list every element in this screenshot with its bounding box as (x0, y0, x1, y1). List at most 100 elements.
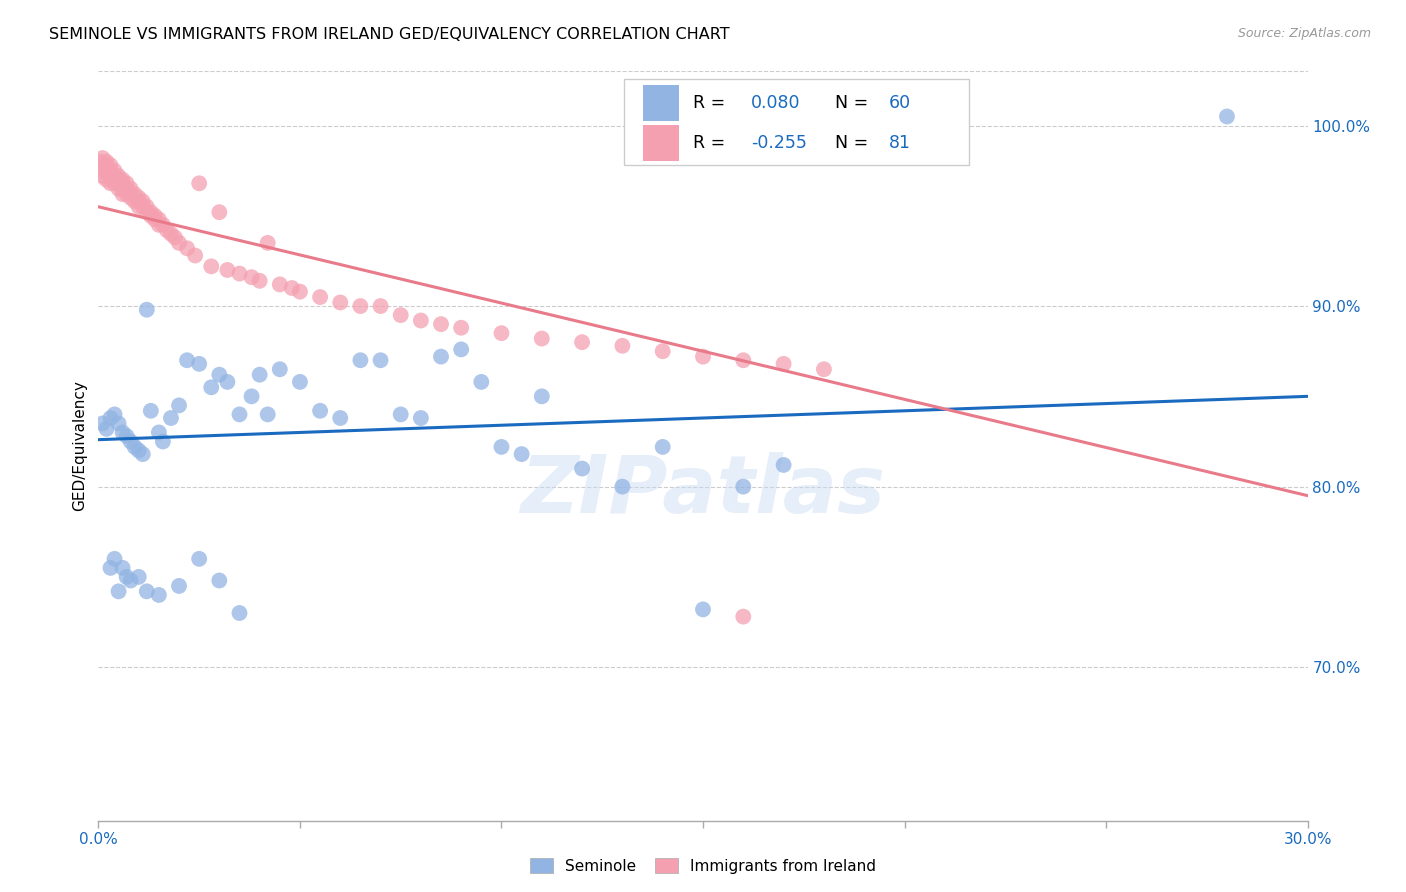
Point (135, 200, 157, 214)
Point (128, 443, 150, 458)
Point (329, 411, 352, 425)
Text: SEMINOLE VS IMMIGRANTS FROM IRELAND GED/EQUIVALENCY CORRELATION CHART: SEMINOLE VS IMMIGRANTS FROM IRELAND GED/… (49, 27, 730, 42)
Point (470, 375, 492, 389)
Point (103, 163, 125, 178)
Point (208, 368, 231, 382)
Point (228, 267, 250, 281)
Point (349, 299, 371, 313)
Point (120, 434, 142, 449)
Point (329, 295, 352, 310)
Point (176, 241, 198, 255)
Point (111, 425, 134, 440)
Text: R =: R = (693, 135, 731, 153)
Point (430, 317, 453, 331)
Point (103, 408, 125, 422)
Point (188, 552, 211, 566)
Point (100, 176, 122, 190)
Legend: Seminole, Immigrants from Ireland: Seminole, Immigrants from Ireland (524, 852, 882, 880)
Point (309, 290, 332, 304)
Point (96, 422, 118, 436)
Point (409, 411, 432, 425)
Point (115, 429, 138, 443)
Text: 0.080: 0.080 (751, 94, 801, 112)
Point (96, 163, 118, 178)
Point (96, 154, 118, 169)
Point (152, 434, 174, 449)
Point (188, 176, 211, 190)
Text: R =: R = (693, 94, 731, 112)
Point (103, 552, 125, 566)
Point (120, 187, 142, 202)
Point (813, 362, 835, 376)
Point (139, 404, 162, 418)
Point (269, 362, 291, 376)
FancyBboxPatch shape (643, 85, 679, 121)
Point (139, 205, 162, 219)
Point (107, 182, 129, 196)
Point (692, 350, 714, 364)
Point (160, 411, 183, 425)
Point (152, 218, 174, 232)
Point (124, 194, 146, 209)
Point (103, 176, 125, 190)
Point (530, 332, 553, 346)
Point (571, 461, 593, 475)
Point (91, 151, 114, 165)
Point (115, 182, 138, 196)
Point (132, 200, 155, 214)
Point (217, 263, 239, 277)
Point (389, 308, 412, 322)
Point (120, 574, 142, 588)
Point (143, 212, 166, 227)
Point (120, 182, 142, 196)
Point (167, 398, 190, 412)
Y-axis label: GED/Equivalency: GED/Equivalency (72, 381, 87, 511)
Point (200, 260, 222, 274)
Point (281, 281, 304, 295)
Point (132, 194, 155, 209)
Point (430, 350, 453, 364)
Point (249, 368, 271, 382)
Text: 81: 81 (889, 135, 911, 153)
Point (510, 447, 533, 461)
Point (128, 191, 150, 205)
Point (120, 191, 142, 205)
Point (148, 588, 170, 602)
Point (409, 313, 432, 327)
Point (217, 375, 239, 389)
Point (111, 187, 134, 202)
Point (115, 570, 138, 584)
Point (772, 458, 794, 472)
Point (309, 404, 332, 418)
Point (111, 176, 134, 190)
Text: N =: N = (824, 94, 873, 112)
Point (208, 205, 231, 219)
Point (148, 212, 170, 227)
Point (135, 302, 157, 317)
Point (188, 357, 211, 371)
Point (256, 408, 278, 422)
Point (115, 176, 138, 190)
Point (107, 172, 129, 186)
Point (89, 154, 111, 169)
Point (249, 274, 271, 288)
Point (103, 169, 125, 183)
Point (160, 227, 183, 241)
Point (651, 440, 673, 454)
Point (148, 425, 170, 440)
Point (96, 172, 118, 186)
FancyBboxPatch shape (643, 126, 679, 161)
Point (111, 561, 134, 575)
Point (491, 440, 513, 454)
Point (733, 609, 755, 624)
Text: ZIPatlas: ZIPatlas (520, 452, 886, 530)
Point (100, 411, 122, 425)
Point (176, 353, 198, 368)
Point (124, 440, 146, 454)
Point (148, 218, 170, 232)
Point (491, 326, 513, 340)
Point (450, 320, 472, 334)
Point (91, 163, 114, 178)
Point (128, 570, 150, 584)
Point (208, 574, 231, 588)
